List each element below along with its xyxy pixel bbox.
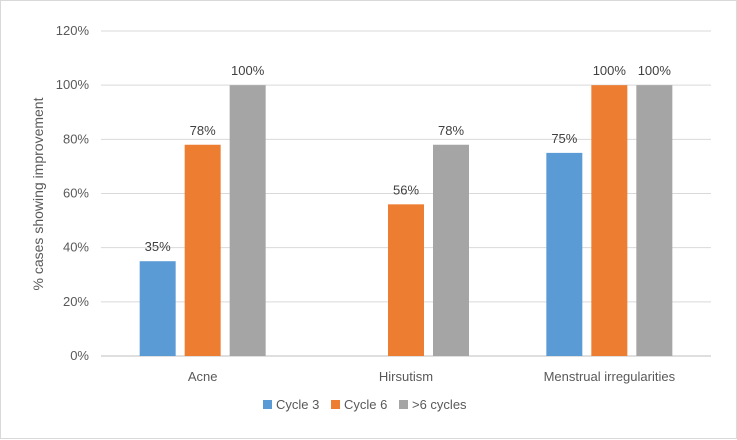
y-tick-label: 80% [63, 131, 89, 146]
bar [433, 144, 469, 356]
bar [636, 85, 673, 357]
legend: Cycle 3 Cycle 6 >6 cycles [263, 397, 467, 412]
y-tick-label: 40% [63, 240, 89, 255]
x-tick-label: Hirsutism [379, 369, 433, 384]
data-label: 100% [638, 63, 672, 78]
data-label: 56% [393, 182, 419, 197]
y-tick-label: 120% [56, 23, 90, 38]
data-label: 35% [145, 239, 171, 254]
bar [184, 144, 221, 356]
legend-swatch [399, 400, 408, 409]
data-label: 100% [593, 63, 627, 78]
bar [139, 261, 176, 356]
legend-entry: Cycle 3 [276, 397, 319, 412]
bar [546, 152, 583, 356]
legend-entry: Cycle 6 [344, 397, 387, 412]
y-tick-label: 60% [63, 186, 89, 201]
legend-entry: >6 cycles [412, 397, 467, 412]
bar [388, 204, 424, 356]
bar [591, 85, 628, 357]
y-tick-label: 0% [70, 348, 89, 363]
y-tick-label: 100% [56, 77, 90, 92]
legend-swatch [331, 400, 340, 409]
y-axis-ticks: 0% 20% 40% 60% 80% 100% 120% [56, 23, 90, 363]
x-tick-label: Acne [188, 369, 218, 384]
data-label: 75% [551, 131, 577, 146]
data-label: 78% [438, 123, 464, 138]
y-tick-label: 20% [63, 294, 89, 309]
bars [139, 85, 673, 357]
x-axis-ticks: Acne Hirsutism Menstrual irregularities [188, 369, 676, 384]
bar [229, 85, 266, 357]
legend-swatch [263, 400, 272, 409]
data-label: 78% [190, 123, 216, 138]
data-label: 100% [231, 63, 265, 78]
data-labels: 35% 78% 100% 56% 78% 75% 100% 100% [145, 63, 672, 254]
x-tick-label: Menstrual irregularities [544, 369, 676, 384]
y-axis-label: % cases showing improvement [30, 97, 46, 290]
